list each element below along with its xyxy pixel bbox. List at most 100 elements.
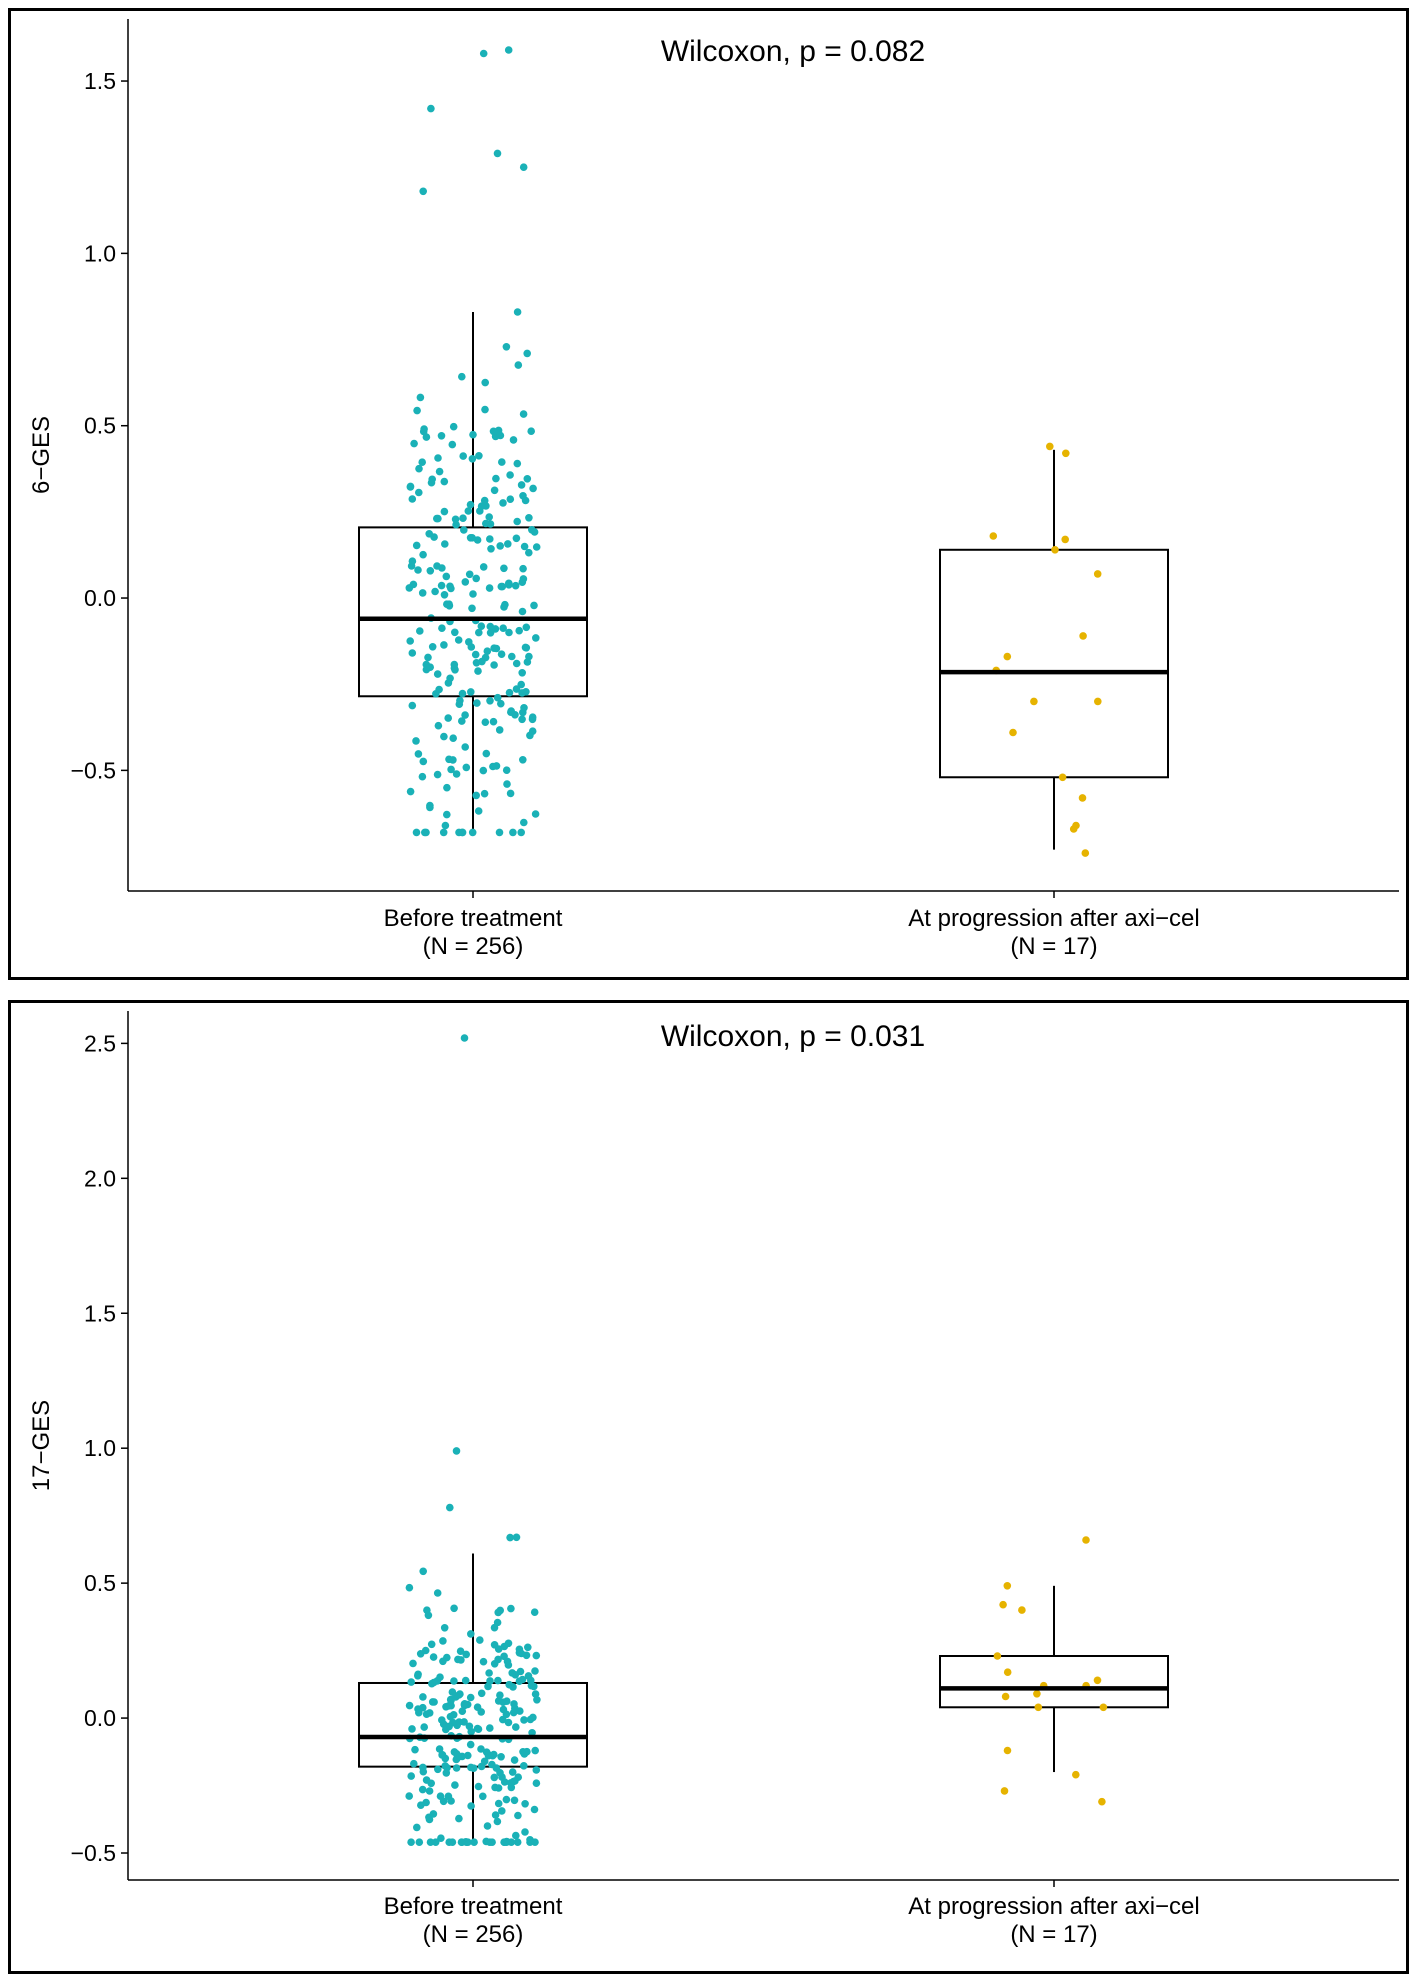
data-point	[467, 1802, 475, 1810]
data-point	[426, 567, 435, 575]
data-point	[495, 828, 504, 837]
data-point	[1003, 1668, 1012, 1676]
data-point	[462, 1838, 470, 1846]
data-point	[474, 807, 483, 815]
data-point	[509, 1708, 518, 1717]
data-point	[993, 1652, 1002, 1660]
data-point	[1079, 632, 1087, 640]
data-point	[419, 757, 428, 766]
data-point	[509, 828, 517, 837]
data-point	[479, 49, 488, 58]
data-point	[528, 715, 537, 724]
data-point	[418, 589, 427, 597]
data-point	[519, 756, 527, 764]
data-point	[451, 628, 459, 637]
data-point	[485, 1669, 493, 1677]
data-point	[1058, 773, 1067, 782]
data-point	[471, 650, 480, 659]
data-point	[474, 667, 482, 675]
data-point	[420, 1723, 429, 1731]
data-point	[467, 643, 476, 651]
data-point	[431, 1838, 440, 1846]
data-point	[490, 1773, 499, 1782]
data-point	[415, 464, 423, 473]
data-point	[519, 575, 528, 583]
data-point	[530, 601, 538, 610]
data-point	[1030, 697, 1038, 706]
data-point	[456, 1647, 465, 1655]
data-point	[532, 1651, 541, 1660]
y-tick-label: −0.5	[71, 757, 116, 783]
bottom-chart-panel: −0.5 0.0 0.5 1.0 1.5 2.0 2.5 17−GES Wilcoxon, p …	[8, 1000, 1409, 1974]
data-point	[497, 699, 505, 708]
data-point	[427, 104, 435, 113]
data-point	[486, 535, 494, 543]
data-point	[498, 582, 507, 591]
data-point	[419, 187, 428, 196]
data-point	[452, 520, 460, 529]
data-point	[512, 1533, 521, 1542]
data-point	[435, 467, 444, 476]
data-point	[514, 361, 523, 369]
data-point	[459, 452, 468, 460]
data-point	[1072, 1770, 1080, 1779]
data-point	[494, 1784, 503, 1792]
x-tick-n-label: (N = 17)	[1010, 1921, 1097, 1948]
data-point	[506, 1533, 514, 1542]
data-point	[477, 1708, 486, 1716]
data-point	[493, 693, 502, 702]
data-point	[425, 1709, 434, 1717]
data-point	[517, 1649, 526, 1658]
data-point	[429, 1653, 438, 1661]
data-point	[443, 783, 451, 792]
data-point	[429, 1810, 438, 1818]
data-point	[514, 1811, 522, 1820]
data-point	[472, 659, 481, 667]
data-point	[504, 540, 512, 548]
data-point	[518, 715, 526, 724]
data-point	[531, 1838, 539, 1846]
data-point	[497, 1753, 505, 1761]
data-point	[510, 1756, 519, 1764]
data-point	[461, 578, 470, 586]
data-point	[495, 726, 504, 734]
data-point	[428, 1679, 436, 1688]
data-point	[444, 714, 453, 722]
data-point	[440, 732, 448, 741]
data-point	[440, 507, 449, 516]
data-point	[452, 1750, 461, 1758]
data-point	[509, 436, 518, 444]
data-point	[460, 526, 468, 534]
data-point	[417, 1801, 425, 1809]
data-point	[526, 731, 534, 740]
data-point	[419, 550, 427, 559]
data-point	[489, 717, 498, 726]
data-point	[532, 1779, 541, 1787]
data-point	[512, 659, 521, 668]
data-point	[468, 828, 477, 837]
data-point	[479, 1657, 488, 1666]
data-point	[438, 564, 446, 572]
iqr-box	[939, 1655, 1169, 1709]
data-point	[418, 458, 427, 467]
data-point	[468, 455, 477, 463]
data-point	[505, 581, 513, 589]
data-point	[433, 770, 442, 779]
data-point	[473, 699, 481, 707]
data-point	[461, 1676, 470, 1685]
data-point	[516, 1707, 524, 1715]
data-point	[415, 1838, 424, 1846]
data-point	[510, 1796, 519, 1805]
data-point	[439, 1657, 447, 1666]
x-tick-n-label: (N = 256)	[423, 933, 524, 960]
data-point	[498, 458, 506, 466]
data-point	[1094, 697, 1102, 706]
data-point	[438, 624, 446, 632]
y-tick-label: 0.0	[84, 1705, 116, 1731]
data-point	[442, 572, 451, 581]
data-point	[522, 688, 530, 696]
data-point	[477, 502, 486, 511]
y-tick-label: 0.5	[84, 1570, 116, 1596]
data-point	[507, 707, 515, 715]
data-point	[466, 1693, 475, 1702]
